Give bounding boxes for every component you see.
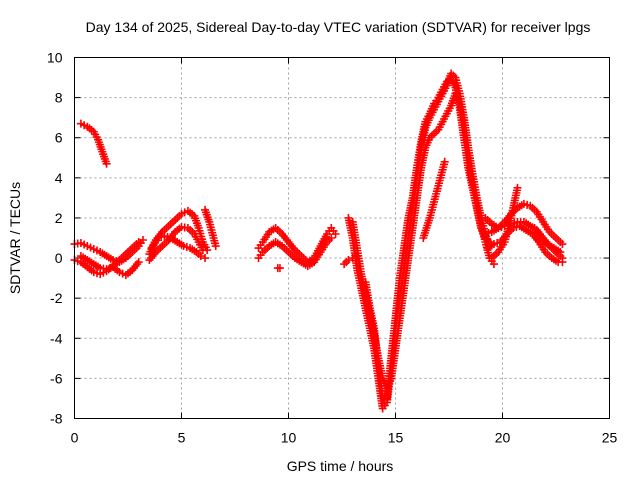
- series-arc-c: [76, 252, 143, 280]
- data-point: [102, 159, 111, 168]
- y-tick-label: 4: [55, 170, 63, 186]
- data-point: [211, 242, 220, 251]
- series-arc-p: [419, 157, 449, 242]
- y-tick-label: -8: [50, 411, 63, 427]
- y-tick-label: -2: [50, 290, 63, 306]
- x-tick-label: 10: [281, 430, 297, 446]
- data-point: [556, 248, 565, 257]
- y-tick-label: 2: [55, 210, 63, 226]
- series-arc-u: [530, 223, 565, 257]
- data-point: [275, 264, 284, 273]
- data-point: [489, 260, 498, 269]
- y-tick-label: 8: [55, 90, 63, 106]
- series-arc-j: [254, 234, 336, 271]
- data-points: [70, 69, 567, 413]
- data-point: [344, 256, 353, 265]
- y-tick-label: -6: [50, 370, 63, 386]
- data-point: [327, 234, 336, 242]
- data-point: [196, 252, 205, 261]
- x-tick-label: 5: [178, 430, 186, 446]
- y-tick-label: -4: [50, 330, 63, 346]
- series-arc-d: [76, 119, 111, 168]
- series-arc-g: [147, 231, 210, 263]
- data-point: [558, 258, 567, 267]
- y-tick-label: 6: [55, 130, 63, 146]
- series-arc-t: [487, 183, 522, 263]
- x-axis-label: GPS time / hours: [287, 458, 394, 474]
- series-arc-m: [344, 69, 494, 413]
- data-point: [558, 240, 567, 249]
- data-point: [201, 254, 210, 263]
- grid-lines: [74, 57, 610, 419]
- y-tick-label: 0: [55, 250, 63, 266]
- series-arc-h: [201, 205, 220, 251]
- data-point: [134, 258, 143, 267]
- series-arc-f: [145, 222, 207, 265]
- series-arc-k: [273, 264, 284, 273]
- data-point: [440, 157, 449, 166]
- data-point: [138, 236, 147, 245]
- plot-frame: [74, 57, 610, 419]
- data-point: [198, 246, 207, 255]
- data-point: [331, 229, 340, 238]
- chart-title: Day 134 of 2025, Sidereal Day-to-day VTE…: [86, 19, 591, 35]
- x-tick-label: 0: [71, 430, 79, 446]
- x-tick-label: 25: [602, 430, 618, 446]
- series-arc-o: [361, 73, 494, 403]
- x-tick-label: 20: [495, 430, 511, 446]
- data-point: [513, 183, 522, 192]
- y-tick-label: 10: [47, 50, 63, 66]
- data-point: [134, 238, 143, 247]
- y-axis-label: SDTVAR / TECUs: [7, 182, 23, 294]
- x-tick-label: 15: [388, 430, 404, 446]
